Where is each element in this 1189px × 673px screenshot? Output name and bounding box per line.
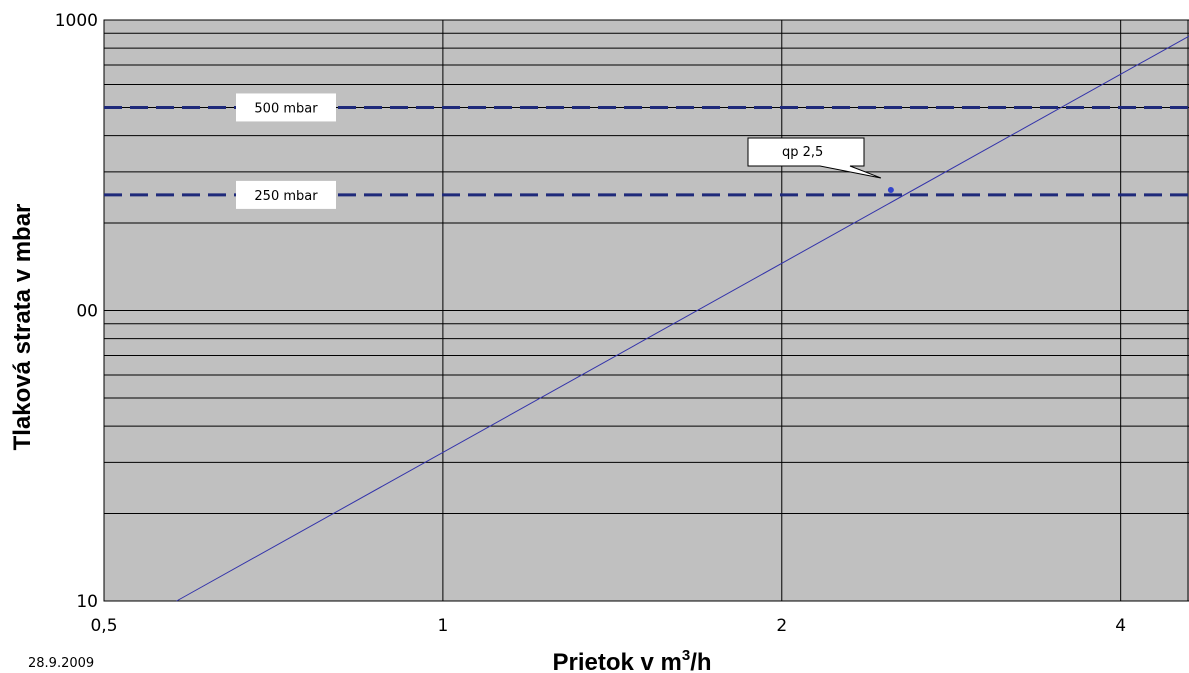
x-tick-label: 1: [437, 616, 448, 636]
callout-label: qp 2,5: [782, 145, 823, 160]
y-tick-label: 1000: [55, 11, 98, 31]
y-tick-label: 10: [76, 592, 98, 612]
x-axis-title-main: Prietok v m: [552, 649, 681, 673]
reference-label-box: [236, 180, 336, 209]
x-axis-title-sup: 3: [682, 647, 690, 664]
plot-border: [103, 19, 1189, 602]
series-layer: [176, 35, 1189, 602]
x-axis-title-suffix: /h: [690, 649, 711, 673]
x-axis-title: Prietok v m3/h: [552, 647, 711, 673]
date-label: 28.9.2009: [28, 656, 95, 671]
marker-layer: qp 2,5: [747, 137, 894, 193]
series-line: [176, 35, 1189, 602]
grid-layer: [103, 19, 1189, 602]
x-tick-label: 2: [776, 616, 787, 636]
y-axis-title: Tlaková strata v mbar: [9, 204, 36, 451]
reference-label: 250 mbar: [254, 189, 318, 204]
x-tick-label: 4: [1115, 616, 1126, 636]
x-tick-label: 0,5: [90, 616, 117, 636]
data-point-marker: [887, 186, 894, 193]
y-tick-label: 00: [76, 302, 98, 322]
callout-box: [747, 137, 882, 179]
reference-label: 500 mbar: [254, 101, 318, 116]
reference-label-box: [236, 93, 336, 122]
reference-lines: 500 mbar 250 mbar: [104, 93, 1189, 209]
